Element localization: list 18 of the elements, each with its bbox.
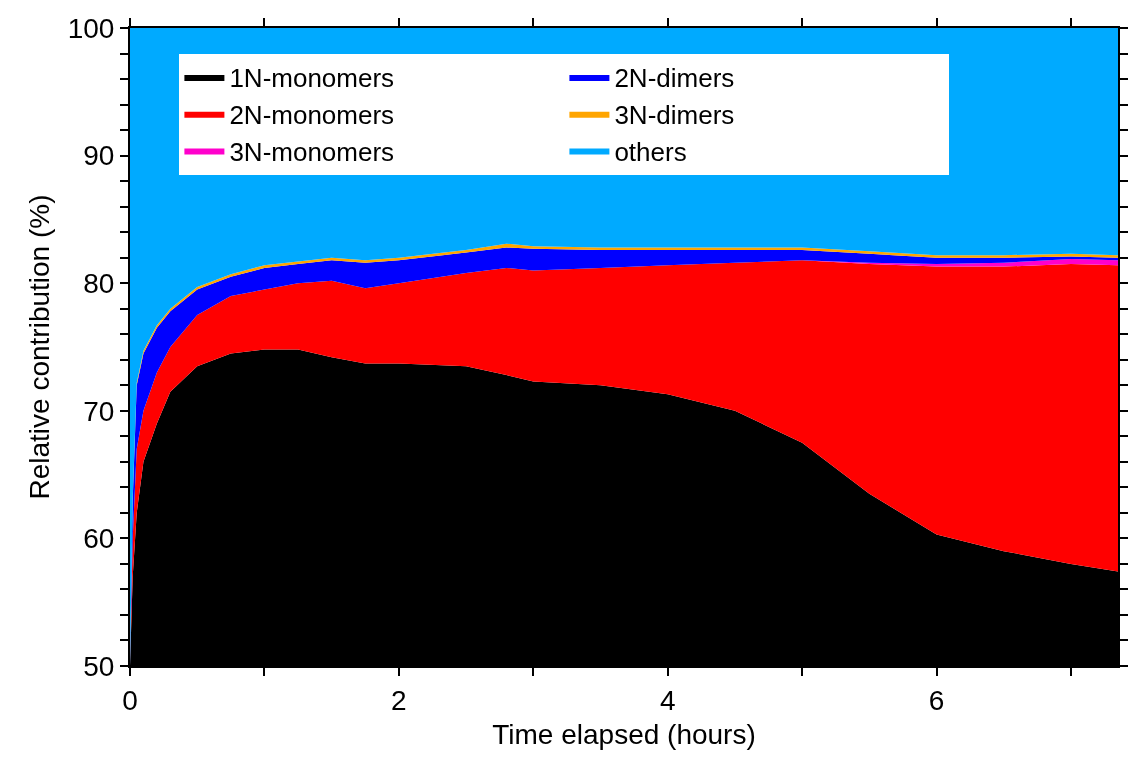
legend-label: 3N-monomers: [229, 136, 395, 167]
y-axis-title: Relative contribution (%): [23, 194, 55, 500]
legend-label: 3N-dimers: [614, 99, 735, 130]
x-tick-label: 0: [122, 684, 138, 716]
x-tick-label: 6: [928, 684, 945, 716]
legend-label: 1N-monomers: [229, 63, 395, 94]
x-tick-label: 4: [659, 684, 676, 716]
y-tick-label: 100: [67, 12, 115, 44]
y-tick-label: 50: [83, 650, 115, 682]
y-tick-label: 90: [83, 140, 115, 172]
legend-label: 2N-dimers: [614, 63, 735, 94]
y-tick-label: 70: [83, 395, 115, 427]
legend-label: 2N-monomers: [229, 99, 395, 130]
y-tick-label: 80: [83, 268, 115, 299]
x-tick-label: 2: [391, 684, 407, 716]
x-axis-title: Time elapsed (hours): [492, 719, 756, 751]
legend-label: others: [614, 136, 687, 167]
y-tick-label: 60: [83, 523, 115, 555]
